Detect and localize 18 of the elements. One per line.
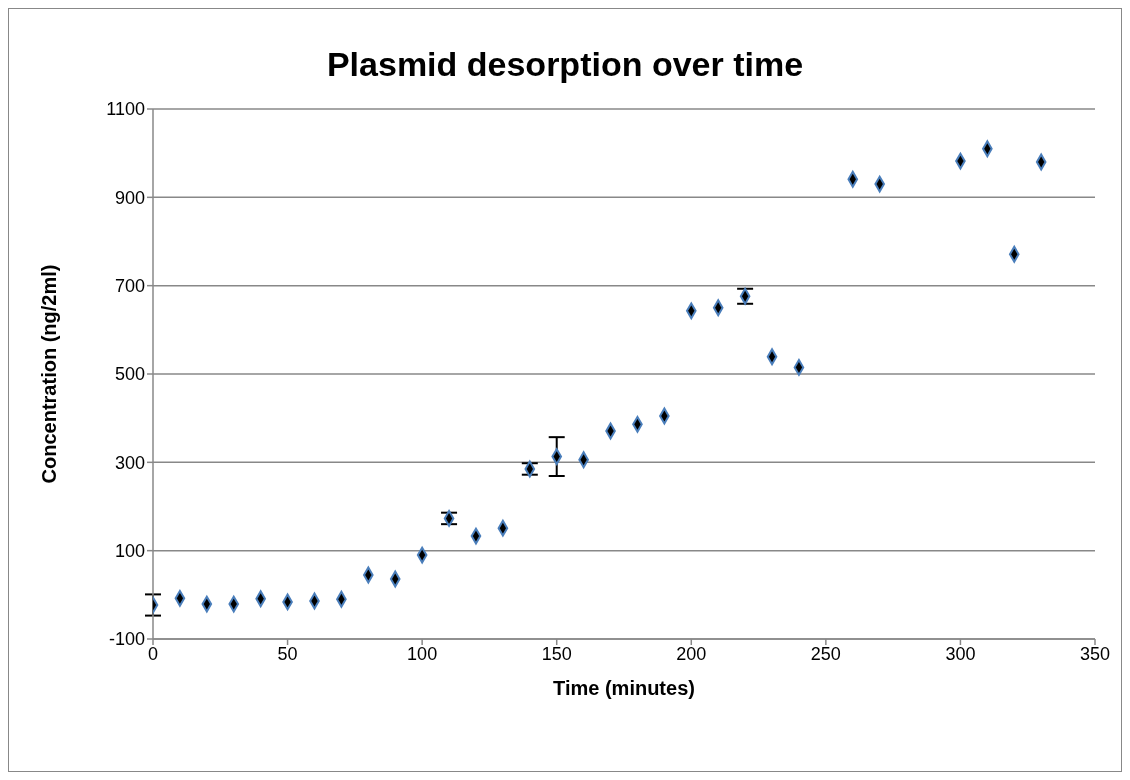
x-axis-title: Time (minutes) [553,677,695,699]
x-tick-label: 200 [676,643,707,664]
y-tick-label: 500 [114,364,145,385]
x-tick-label: 50 [277,643,298,664]
chart-title: Plasmid desorption over time [325,45,805,84]
y-axis-title: Concentration (ng/2ml) [38,264,61,484]
y-tick-label: -100 [108,629,145,650]
y-tick-label: 100 [114,541,145,562]
y-tick-label: 900 [114,187,145,208]
x-tick-label: 0 [147,643,159,664]
y-tick-label: 700 [114,276,145,297]
x-tick-label: 300 [945,643,976,664]
x-tick-label: 350 [1079,643,1111,664]
x-tick-label: 150 [541,643,572,664]
x-tick-label: 100 [407,643,438,664]
y-tick-label: 1100 [106,99,145,120]
y-tick-label: 300 [114,452,145,473]
x-tick-label: 250 [810,643,841,664]
